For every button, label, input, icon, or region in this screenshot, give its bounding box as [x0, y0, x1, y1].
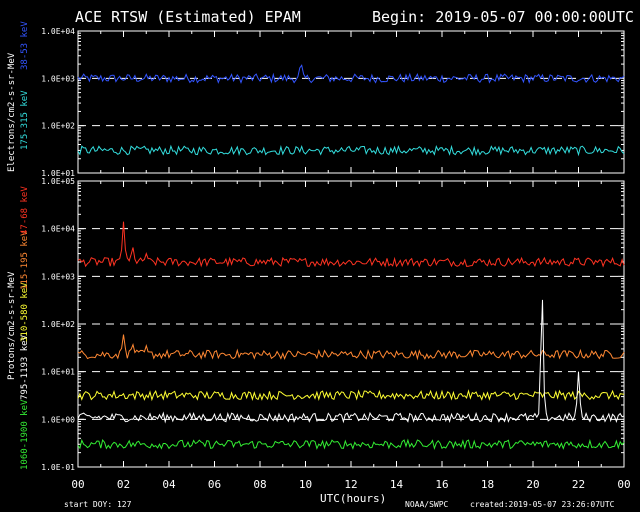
series-line-p310 [77, 389, 625, 402]
y-tick-label: 1.0E+01 [41, 368, 75, 377]
electron-ylabel: Electrons/cm2-s-sr-MeV [7, 52, 17, 172]
x-tick-label: 18 [481, 478, 494, 491]
x-tick-label: 02 [117, 478, 130, 491]
series-line-p115 [77, 334, 625, 361]
x-tick-label: 00 [71, 478, 84, 491]
x-tick-label: 00 [617, 478, 630, 491]
y-tick-label: 1.0E+04 [41, 27, 75, 36]
series-line-p47 [77, 221, 625, 268]
x-axis-label: UTC(hours) [320, 492, 386, 505]
y-tick-label: 1.0E+02 [41, 320, 75, 329]
proton-ylabel: Protons/cm2-s-sr-MeV [7, 271, 17, 380]
x-tick-label: 04 [162, 478, 176, 491]
ylabel-p115: 115-195 keV [20, 230, 30, 290]
y-tick-label: 1.0E+03 [41, 74, 75, 83]
ylabel-e38: 38-53 keV [20, 21, 30, 70]
series-layer [77, 64, 625, 451]
source-label: NOAA/SWPC [405, 500, 449, 509]
x-tick-label: 16 [435, 478, 448, 491]
ylabel-e175: 175-315 keV [20, 90, 30, 150]
x-tick-label: 14 [390, 478, 404, 491]
chart-title: ACE RTSW (Estimated) EPAM [75, 8, 301, 26]
x-tick-label: 10 [299, 478, 312, 491]
proton-series-labels: 1060-1900 keV 795-1193 keV 310-580 keV 1… [20, 186, 30, 470]
x-tick-label: 08 [253, 478, 266, 491]
electron-series-labels: 175-315 keV [20, 90, 30, 150]
y-tick-label: 1.0E+00 [41, 415, 75, 424]
electron-series-labels-2: 38-53 keV [20, 21, 30, 70]
series-line-e38 [77, 64, 625, 84]
y-tick-label: 1.0E+02 [41, 122, 75, 131]
begin-time: Begin: 2019-05-07 00:00:00UTC [372, 8, 634, 26]
x-tick-label: 12 [344, 478, 357, 491]
ylabel-p310: 310-580 keV [20, 282, 30, 342]
electron-ylabel-group: Electrons/cm2-s-sr-MeV [7, 52, 17, 172]
x-tick-labels: 00 02 04 06 08 10 12 14 16 18 20 22 00 [71, 478, 630, 491]
y-tick-label: 1.0E+05 [41, 177, 75, 186]
start-doy: start DOY: 127 [64, 500, 132, 509]
x-tick-label: 20 [526, 478, 539, 491]
created-timestamp: created:2019-05-07 23:26:07UTC [470, 500, 615, 509]
ylabel-p1060: 1060-1900 keV [20, 399, 30, 470]
proton-ylabel-group: Protons/cm2-s-sr-MeV [7, 271, 17, 380]
x-tick-label: 22 [572, 478, 585, 491]
y-tick-label: 1.0E+03 [41, 272, 75, 281]
y-tick-labels: 1.0E+01 1.0E+02 1.0E+03 1.0E+04 1.0E-01 1.0E+… [41, 27, 75, 472]
y-tick-label: 1.0E+01 [41, 169, 75, 178]
series-line-p1060 [77, 438, 625, 451]
ylabel-p47: 47-68 keV [20, 186, 30, 235]
y-tick-label: 1.0E+04 [41, 225, 75, 234]
series-line-p795 [77, 299, 625, 424]
y-tick-label: 1.0E-01 [41, 463, 75, 472]
ylabel-p795: 795-1193 keV [20, 334, 30, 400]
x-tick-label: 06 [208, 478, 221, 491]
series-line-e175 [77, 144, 625, 157]
